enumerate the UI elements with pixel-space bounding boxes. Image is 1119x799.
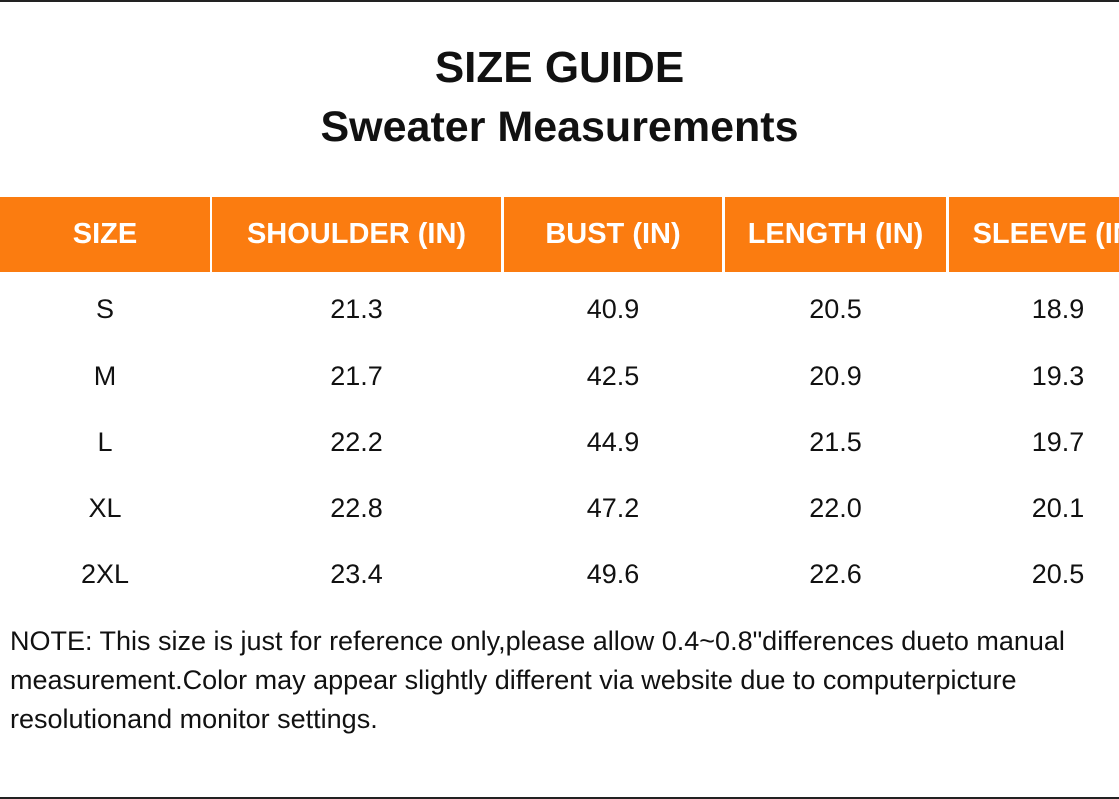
table-cell: 47.2 — [586, 492, 640, 523]
table-cell: M — [93, 360, 117, 391]
column-header: LENGTH (IN) — [725, 197, 946, 272]
table-cell: 21.3 — [330, 293, 383, 324]
table-cell: 19.3 — [1031, 360, 1085, 391]
table-cell: 23.4 — [330, 558, 383, 589]
table-cell: 21.7 — [330, 360, 383, 391]
column-header: SIZE — [0, 197, 210, 272]
table-cell: 21.5 — [809, 426, 862, 457]
note: NOTE: This size is just for reference on… — [10, 626, 1065, 734]
table-cell: XL — [88, 492, 122, 523]
table-cell: 22.6 — [809, 558, 862, 589]
table-cell: 49.6 — [586, 558, 640, 589]
column-header: BUST (IN) — [504, 197, 722, 272]
table-cell: 20.5 — [809, 293, 862, 324]
table-cell: 22.0 — [809, 492, 862, 523]
column-header: SLEEVE (IN) — [949, 197, 1119, 272]
table-cell: 42.5 — [586, 360, 640, 391]
table-cell: 20.1 — [1031, 492, 1085, 523]
table-cell: S — [95, 293, 114, 324]
table-cell: 22.2 — [330, 426, 383, 457]
table-cell: 20.5 — [1031, 558, 1085, 589]
subtitle: Sweater Measurements — [320, 103, 799, 151]
table-cell: 22.8 — [330, 492, 383, 523]
table-cell: L — [97, 426, 113, 457]
table-cell: 19.7 — [1031, 426, 1085, 457]
title: SIZE GUIDE — [434, 43, 685, 92]
table-cell: 44.9 — [586, 426, 640, 457]
table-cell: 2XL — [80, 558, 130, 589]
table-cell: 40.9 — [586, 293, 640, 324]
column-header: SHOULDER (IN) — [212, 197, 501, 272]
table-cell: 18.9 — [1031, 293, 1085, 324]
table-cell: 20.9 — [809, 360, 862, 391]
